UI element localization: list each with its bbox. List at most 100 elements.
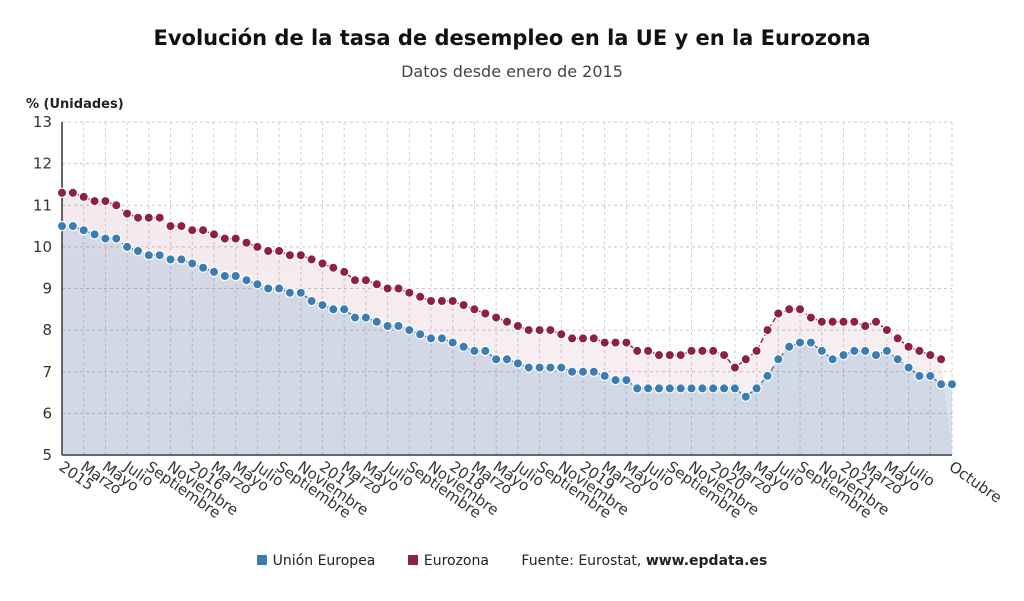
data-point <box>892 354 903 365</box>
data-point <box>664 349 676 361</box>
data-point <box>664 383 676 394</box>
data-point <box>784 304 795 315</box>
data-point <box>512 320 524 332</box>
data-point <box>371 316 382 327</box>
data-point <box>903 362 914 373</box>
data-point <box>317 299 328 311</box>
data-point <box>241 275 252 286</box>
y-tick-label: 11 <box>33 196 52 214</box>
data-point <box>870 316 882 327</box>
data-point <box>132 212 144 223</box>
data-point <box>230 270 241 282</box>
data-point <box>436 333 448 344</box>
data-point <box>935 354 947 365</box>
data-point <box>577 366 589 377</box>
data-point <box>349 275 361 286</box>
data-point <box>860 320 871 332</box>
data-point <box>415 291 426 302</box>
data-point <box>295 287 306 298</box>
data-point <box>892 333 903 344</box>
data-point <box>523 362 534 373</box>
data-point <box>925 349 936 361</box>
chart-title: Evolución de la tasa de desempleo en la … <box>153 26 871 50</box>
data-point <box>480 308 491 319</box>
data-point <box>794 304 806 315</box>
y-tick-label: 6 <box>42 404 52 422</box>
data-point <box>154 249 165 261</box>
data-point <box>339 266 350 278</box>
data-point <box>914 370 925 382</box>
data-point <box>469 345 480 357</box>
legend-swatch-ez <box>407 555 418 565</box>
legend-item-eu: Unión Europea <box>256 553 375 569</box>
data-point <box>425 295 437 307</box>
data-point <box>263 283 274 294</box>
x-tick-labels: 2015MarzoMayoJulioSeptiembreNoviembre201… <box>56 457 1005 522</box>
data-point <box>740 354 752 365</box>
data-point <box>718 383 730 394</box>
data-point <box>751 383 762 394</box>
data-point <box>273 245 285 257</box>
data-point <box>78 224 89 236</box>
data-point <box>653 349 665 361</box>
legend-item-ez: Eurozona <box>407 553 489 569</box>
data-point <box>621 337 632 348</box>
data-point <box>328 262 339 273</box>
data-point <box>382 320 393 332</box>
data-point <box>273 283 285 294</box>
series-area <box>62 226 952 455</box>
data-point <box>708 383 719 394</box>
legend-swatch-eu <box>256 555 267 565</box>
data-point <box>393 320 404 332</box>
data-point <box>621 374 632 386</box>
data-point <box>610 374 621 386</box>
data-point <box>436 295 448 307</box>
data-point <box>588 333 600 344</box>
data-point <box>67 187 79 198</box>
y-tick-label: 13 <box>33 113 52 131</box>
data-point <box>100 195 111 207</box>
data-point <box>425 333 437 344</box>
data-point <box>805 312 817 323</box>
data-point <box>89 195 100 207</box>
data-point <box>512 358 524 369</box>
data-point <box>252 279 263 290</box>
data-point <box>404 324 415 336</box>
data-point <box>143 212 154 223</box>
data-point <box>653 383 665 394</box>
data-point <box>588 366 600 377</box>
data-point <box>490 354 502 365</box>
data-point <box>501 354 513 365</box>
data-point <box>339 304 350 315</box>
data-point <box>458 299 469 311</box>
data-point <box>762 370 773 382</box>
data-point <box>111 233 122 244</box>
y-tick-label: 7 <box>42 363 52 381</box>
data-point <box>89 229 100 240</box>
data-point <box>154 212 165 223</box>
series-points <box>56 187 958 402</box>
data-point <box>121 241 133 253</box>
data-point <box>252 241 263 253</box>
data-point <box>534 362 545 373</box>
data-point <box>284 249 296 261</box>
series-line <box>62 192 942 369</box>
data-point <box>827 316 838 327</box>
data-point <box>263 245 274 257</box>
data-point <box>219 270 230 282</box>
data-point <box>534 324 545 336</box>
data-point <box>197 262 209 273</box>
data-point <box>208 229 220 240</box>
y-tick-label: 12 <box>33 155 52 173</box>
data-point <box>241 237 252 248</box>
data-point <box>675 383 686 394</box>
data-point <box>284 287 296 298</box>
y-tick-labels: 5 6 7 8 9 10 11 12 13 <box>33 113 52 464</box>
data-point <box>545 324 556 336</box>
data-point <box>523 324 534 336</box>
chart-subtitle: Datos desde enero de 2015 <box>401 62 623 81</box>
source-note: Fuente: Eurostat, www.epdata.es <box>521 553 767 569</box>
data-point <box>480 345 491 357</box>
data-point <box>881 324 893 336</box>
